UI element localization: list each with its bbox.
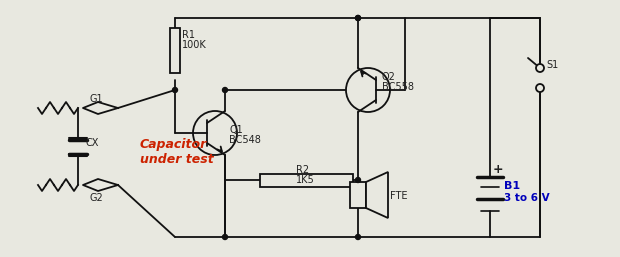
Text: S1: S1 [546,60,558,70]
Text: BC558: BC558 [382,82,414,92]
Text: Capacitor: Capacitor [140,138,207,151]
Circle shape [536,84,544,92]
Bar [350,182,366,208]
Text: B1: B1 [504,181,520,191]
Polygon shape [366,172,388,218]
Text: +: + [493,163,503,176]
Text: BC548: BC548 [229,135,261,145]
Text: Q2: Q2 [382,72,396,82]
Circle shape [355,234,360,240]
Text: under test: under test [140,153,214,166]
Text: R1: R1 [182,30,195,40]
Circle shape [193,111,237,155]
Text: FTE: FTE [390,191,407,201]
Circle shape [355,178,360,182]
Text: Q1: Q1 [229,125,243,135]
Text: 3 to 6 V: 3 to 6 V [504,193,549,203]
Circle shape [223,87,228,93]
Bar [170,28,180,73]
Text: G1: G1 [90,94,104,104]
Circle shape [223,234,228,240]
Text: CX: CX [86,139,99,149]
Circle shape [346,68,390,112]
Text: 1K5: 1K5 [296,175,315,185]
Circle shape [172,87,177,93]
Circle shape [355,15,360,21]
Text: R2: R2 [296,165,309,175]
Text: G2: G2 [90,193,104,203]
Circle shape [355,15,360,21]
Text: 100K: 100K [182,40,206,50]
Circle shape [536,64,544,72]
Bar [260,174,353,187]
